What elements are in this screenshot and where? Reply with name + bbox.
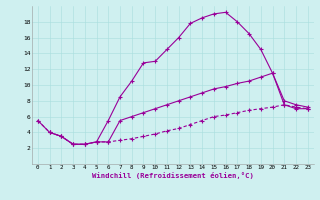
X-axis label: Windchill (Refroidissement éolien,°C): Windchill (Refroidissement éolien,°C) <box>92 172 254 179</box>
